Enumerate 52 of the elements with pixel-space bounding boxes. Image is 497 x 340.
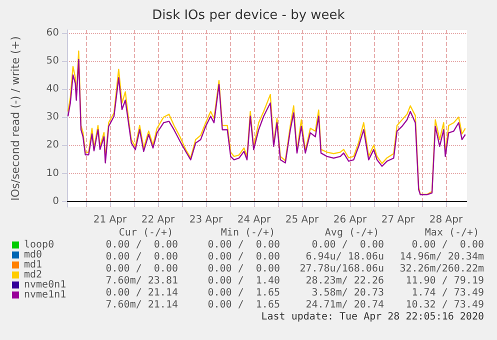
text: Avg (-/+)	[324, 228, 380, 238]
text: 0.00 / 0.00	[412, 240, 484, 250]
text: 7.60m/ 21.14	[106, 300, 178, 310]
text: 0.00 / 0.00	[208, 240, 280, 250]
text: 10.32 / 73.49	[406, 300, 484, 310]
y-tick-label: 20	[46, 140, 59, 151]
text: 1.74 / 73.49	[412, 288, 484, 298]
y-tick-label: 60	[46, 27, 59, 38]
x-tick-label: 23 Apr	[189, 214, 224, 226]
legend-label: md2	[24, 270, 42, 280]
legend-label: md1	[24, 260, 42, 270]
text: 24.71m/ 20.74	[306, 300, 384, 310]
text: 32.26m/260.22m	[400, 264, 484, 274]
y-tick-label: 30	[46, 112, 59, 123]
text: 14.96m/ 20.34m	[400, 252, 484, 262]
text: 3.58m/ 20.73	[312, 288, 384, 298]
text: 0.00 / 0.00	[106, 252, 178, 262]
text: 0.00 / 0.00	[208, 264, 280, 274]
text: 6.94u/ 18.06u	[306, 252, 384, 262]
y-axis-title: IOs/second read (-) / write (+)	[9, 36, 22, 201]
x-tick-label: 24 Apr	[237, 214, 272, 226]
text: 0.00 / 0.00	[208, 252, 280, 262]
text: Min (-/+)	[220, 228, 276, 238]
legend-label: md0	[24, 250, 42, 260]
x-tick-label: 22 Apr	[141, 214, 176, 226]
text: 0.00 / 21.14	[106, 288, 178, 298]
legend-label: loop0	[24, 240, 54, 250]
y-tick-label: 0	[52, 196, 59, 207]
x-tick-label: 21 Apr	[93, 214, 128, 226]
text: Last update: Tue Apr 28 22:05:16 2020	[261, 312, 484, 322]
y-tick-label: 10	[46, 168, 59, 179]
text: 0.00 / 1.65	[208, 300, 280, 310]
text: 27.78u/168.06u	[300, 264, 384, 274]
text: 0.00 / 1.65	[208, 288, 280, 298]
x-tick-label: 27 Apr	[381, 214, 416, 226]
x-tick-label: 25 Apr	[285, 214, 320, 226]
legend-label: nvme1n1	[24, 290, 66, 300]
x-tick-label: 26 Apr	[333, 214, 368, 226]
text: 0.00 / 1.40	[208, 276, 280, 286]
chart-title: Disk IOs per device - by week	[152, 8, 346, 23]
text: 28.23m/ 22.26	[306, 276, 384, 286]
x-tick-label: 28 Apr	[429, 214, 464, 226]
y-tick-label: 40	[46, 84, 59, 94]
text: Max (-/+)	[424, 228, 480, 238]
text: 7.60m/ 23.81	[106, 276, 178, 286]
legend-label: nvme0n1	[24, 280, 66, 290]
y-tick-label: 50	[46, 55, 59, 66]
text: Cur (-/+)	[118, 228, 174, 238]
text: 0.00 / 0.00	[106, 240, 178, 250]
text: 0.00 / 0.00	[312, 240, 384, 250]
text: 11.90 / 79.19	[406, 276, 484, 286]
text: 0.00 / 0.00	[106, 264, 178, 274]
